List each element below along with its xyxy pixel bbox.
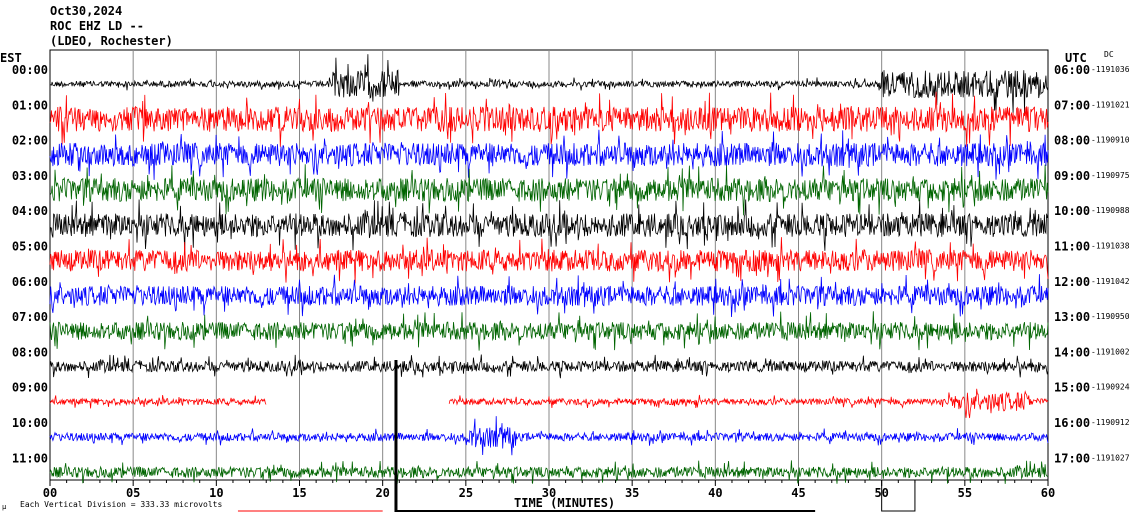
x-tick-label: 40: [708, 486, 722, 500]
est-hour-label: 08:00: [12, 345, 48, 359]
trace-row-11:00: [49, 460, 1049, 485]
est-hour-label: 02:00: [12, 134, 48, 148]
x-tick-label: 20: [375, 486, 389, 500]
x-tick-label: 60: [1041, 486, 1055, 500]
trace-row-04:00: [49, 199, 1049, 251]
est-hour-label: 01:00: [12, 98, 48, 112]
x-tick-label: 25: [459, 486, 473, 500]
dc-offset-label: -1191036: [1091, 65, 1130, 74]
utc-hour-label: 10:00: [1054, 204, 1090, 218]
utc-axis-title: UTC: [1065, 51, 1087, 65]
utc-hour-label: 11:00: [1054, 240, 1090, 254]
dc-title: DC: [1104, 50, 1114, 59]
est-hour-label: 04:00: [12, 204, 48, 218]
x-tick-label: 50: [874, 486, 888, 500]
dc-offset-label: -1191038: [1091, 242, 1130, 251]
x-tick-label: 45: [791, 486, 805, 500]
trace-row-03:00: [49, 164, 1049, 216]
trace-row-10:00: [49, 416, 1049, 456]
x-tick-label: 10: [209, 486, 223, 500]
trace-row-00:00: [49, 54, 1049, 115]
microvolt-icon: µ: [2, 503, 7, 511]
dc-offset-label: -1191027: [1091, 453, 1130, 462]
utc-hour-label: 12:00: [1054, 275, 1090, 289]
network-label: (LDEO, Rochester): [50, 34, 173, 48]
trace-row-06:00: [49, 274, 1049, 318]
utc-hour-label: 07:00: [1054, 98, 1090, 112]
est-hour-label: 00:00: [12, 63, 48, 77]
dc-offset-label: -1190924: [1091, 383, 1130, 392]
x-tick-label: 00: [43, 486, 57, 500]
x-tick-label: 35: [625, 486, 639, 500]
x-axis-title: TIME (MINUTES): [514, 496, 615, 510]
est-hour-label: 03:00: [12, 169, 48, 183]
est-hour-label: 06:00: [12, 275, 48, 289]
station-label: ROC EHZ LD --: [50, 19, 144, 33]
dc-offset-label: -1190950: [1091, 312, 1130, 321]
est-hour-label: 09:00: [12, 381, 48, 395]
utc-hour-label: 06:00: [1054, 63, 1090, 77]
dc-offset-label: -1191021: [1091, 100, 1130, 109]
utc-hour-label: 17:00: [1054, 451, 1090, 465]
dc-offset-label: -1191002: [1091, 347, 1130, 356]
trace-row-01:00: [49, 91, 1049, 147]
x-tick-label: 15: [292, 486, 306, 500]
utc-hour-label: 13:00: [1054, 310, 1090, 324]
trace-row-02:00: [49, 129, 1049, 180]
utc-hour-label: 08:00: [1054, 134, 1090, 148]
dc-offset-label: -1190910: [1091, 136, 1130, 145]
scale-text: Each Vertical Division = 333.33 microvol…: [20, 500, 223, 509]
dc-offset-label: -1190912: [1091, 418, 1130, 427]
utc-hour-label: 16:00: [1054, 416, 1090, 430]
est-hour-label: 11:00: [12, 451, 48, 465]
utc-hour-label: 09:00: [1054, 169, 1090, 183]
est-axis-title: EST: [0, 51, 22, 65]
dc-offset-label: -1190975: [1091, 171, 1130, 180]
dc-offset-label: -1191042: [1091, 277, 1130, 286]
utc-hour-label: 14:00: [1054, 345, 1090, 359]
trace-row-08:00: [49, 354, 1049, 379]
dc-offset-label: -1190988: [1091, 206, 1130, 215]
trace-row-09:00: [49, 388, 1049, 419]
x-tick-label: 05: [126, 486, 140, 500]
est-hour-label: 07:00: [12, 310, 48, 324]
est-hour-label: 10:00: [12, 416, 48, 430]
est-hour-label: 05:00: [12, 240, 48, 254]
x-tick-label: 30: [542, 486, 556, 500]
trace-row-07:00: [49, 311, 1049, 351]
date-label: Oct30,2024: [50, 4, 123, 18]
box-marker: [881, 480, 916, 512]
x-tick-label: 55: [958, 486, 972, 500]
utc-hour-label: 15:00: [1054, 381, 1090, 395]
trace-row-05:00: [49, 237, 1049, 284]
